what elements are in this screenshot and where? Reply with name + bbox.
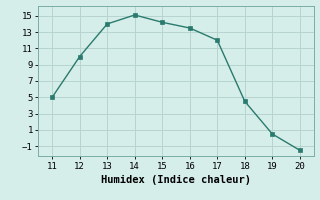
- X-axis label: Humidex (Indice chaleur): Humidex (Indice chaleur): [101, 175, 251, 185]
